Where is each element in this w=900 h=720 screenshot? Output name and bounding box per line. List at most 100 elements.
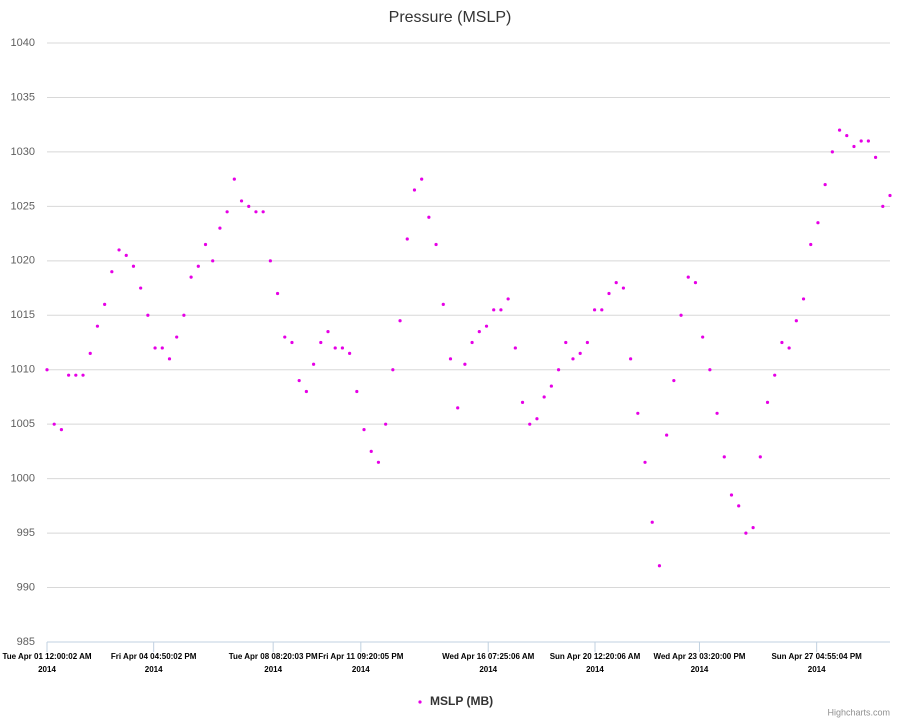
data-point xyxy=(427,215,431,219)
data-point xyxy=(477,330,481,334)
x-tick-label: Sun Apr 20 12:20:06 AM xyxy=(550,652,641,661)
data-point xyxy=(650,520,654,524)
data-point xyxy=(239,199,244,203)
data-point xyxy=(211,259,215,263)
y-tick-label: 1025 xyxy=(11,200,35,212)
data-point xyxy=(196,264,200,268)
data-point xyxy=(139,286,143,290)
data-point xyxy=(585,340,589,345)
data-point xyxy=(492,308,496,312)
data-point xyxy=(456,406,460,410)
data-point xyxy=(520,400,525,404)
data-point xyxy=(693,281,698,285)
data-point xyxy=(67,373,71,377)
data-point xyxy=(484,324,489,328)
data-point xyxy=(110,270,114,274)
y-tick-label: 995 xyxy=(17,527,35,539)
data-point xyxy=(679,313,683,317)
data-point xyxy=(701,335,705,339)
data-point xyxy=(362,428,366,432)
y-tick-label: 1030 xyxy=(11,146,35,158)
data-point xyxy=(715,411,719,415)
data-point xyxy=(859,139,863,143)
data-point xyxy=(412,188,417,192)
data-point xyxy=(773,373,777,377)
y-tick-label: 1005 xyxy=(11,418,35,430)
data-point xyxy=(319,340,323,345)
data-point xyxy=(81,373,85,377)
data-point xyxy=(686,275,690,279)
x-tick-year: 2014 xyxy=(479,665,497,674)
data-point xyxy=(59,428,64,432)
data-point xyxy=(355,389,359,394)
data-point xyxy=(247,204,251,208)
legend-marker[interactable] xyxy=(418,700,422,704)
x-tick-label: Wed Apr 16 07:25:06 AM xyxy=(442,652,535,661)
data-point xyxy=(283,335,287,339)
data-point xyxy=(441,302,445,306)
data-point xyxy=(873,155,878,159)
data-point xyxy=(45,368,49,372)
x-tick-year: 2014 xyxy=(352,665,370,674)
data-point xyxy=(384,422,388,426)
data-point xyxy=(837,128,842,132)
y-tick-label: 1015 xyxy=(11,309,35,321)
data-point xyxy=(499,308,503,312)
data-point xyxy=(556,368,561,372)
x-tick-year: 2014 xyxy=(145,665,163,674)
data-point xyxy=(758,455,762,459)
data-point xyxy=(729,493,734,497)
data-point xyxy=(103,302,107,306)
data-point xyxy=(629,357,633,361)
data-point xyxy=(311,362,316,366)
y-tick-label: 990 xyxy=(17,581,35,593)
legend-label[interactable]: MSLP (MB) xyxy=(430,694,493,708)
data-point xyxy=(448,357,453,361)
data-point xyxy=(175,335,179,339)
data-point xyxy=(333,346,337,350)
x-tick-year: 2014 xyxy=(264,665,282,674)
data-point xyxy=(564,340,568,345)
data-point xyxy=(528,422,532,426)
data-point xyxy=(578,351,582,355)
data-point xyxy=(809,242,813,247)
data-point xyxy=(506,297,510,301)
data-point xyxy=(751,526,755,530)
data-point xyxy=(722,455,726,459)
data-point xyxy=(398,319,402,323)
data-point xyxy=(95,324,100,328)
data-point xyxy=(131,264,136,268)
x-tick-year: 2014 xyxy=(691,665,709,674)
data-point xyxy=(636,411,640,415)
x-tick-label: Fri Apr 11 09:20:05 PM xyxy=(318,652,403,661)
data-point xyxy=(571,357,575,361)
chart-title: Pressure (MSLP) xyxy=(389,9,512,26)
data-point xyxy=(470,340,474,345)
data-point xyxy=(290,340,294,345)
data-point xyxy=(888,193,892,198)
data-point xyxy=(765,400,770,404)
data-point xyxy=(881,204,885,208)
data-point xyxy=(737,504,741,508)
x-tick-label: Wed Apr 23 03:20:00 PM xyxy=(653,652,745,661)
data-point xyxy=(513,346,517,350)
data-point xyxy=(218,226,222,230)
data-point xyxy=(153,346,157,350)
x-tick-year: 2014 xyxy=(586,665,604,674)
x-tick-year: 2014 xyxy=(808,665,826,674)
y-tick-label: 1040 xyxy=(11,37,35,49)
credits[interactable]: Highcharts.com xyxy=(827,707,890,717)
data-point xyxy=(146,313,150,317)
data-point xyxy=(369,449,373,454)
data-point xyxy=(665,433,669,437)
data-point xyxy=(340,346,345,350)
data-point xyxy=(254,210,258,214)
data-point xyxy=(304,389,308,394)
data-point xyxy=(376,460,381,464)
data-point xyxy=(542,395,546,399)
data-point xyxy=(794,319,798,323)
data-point xyxy=(420,177,424,181)
data-point xyxy=(124,253,128,257)
data-point xyxy=(823,182,827,187)
data-point xyxy=(549,384,553,388)
